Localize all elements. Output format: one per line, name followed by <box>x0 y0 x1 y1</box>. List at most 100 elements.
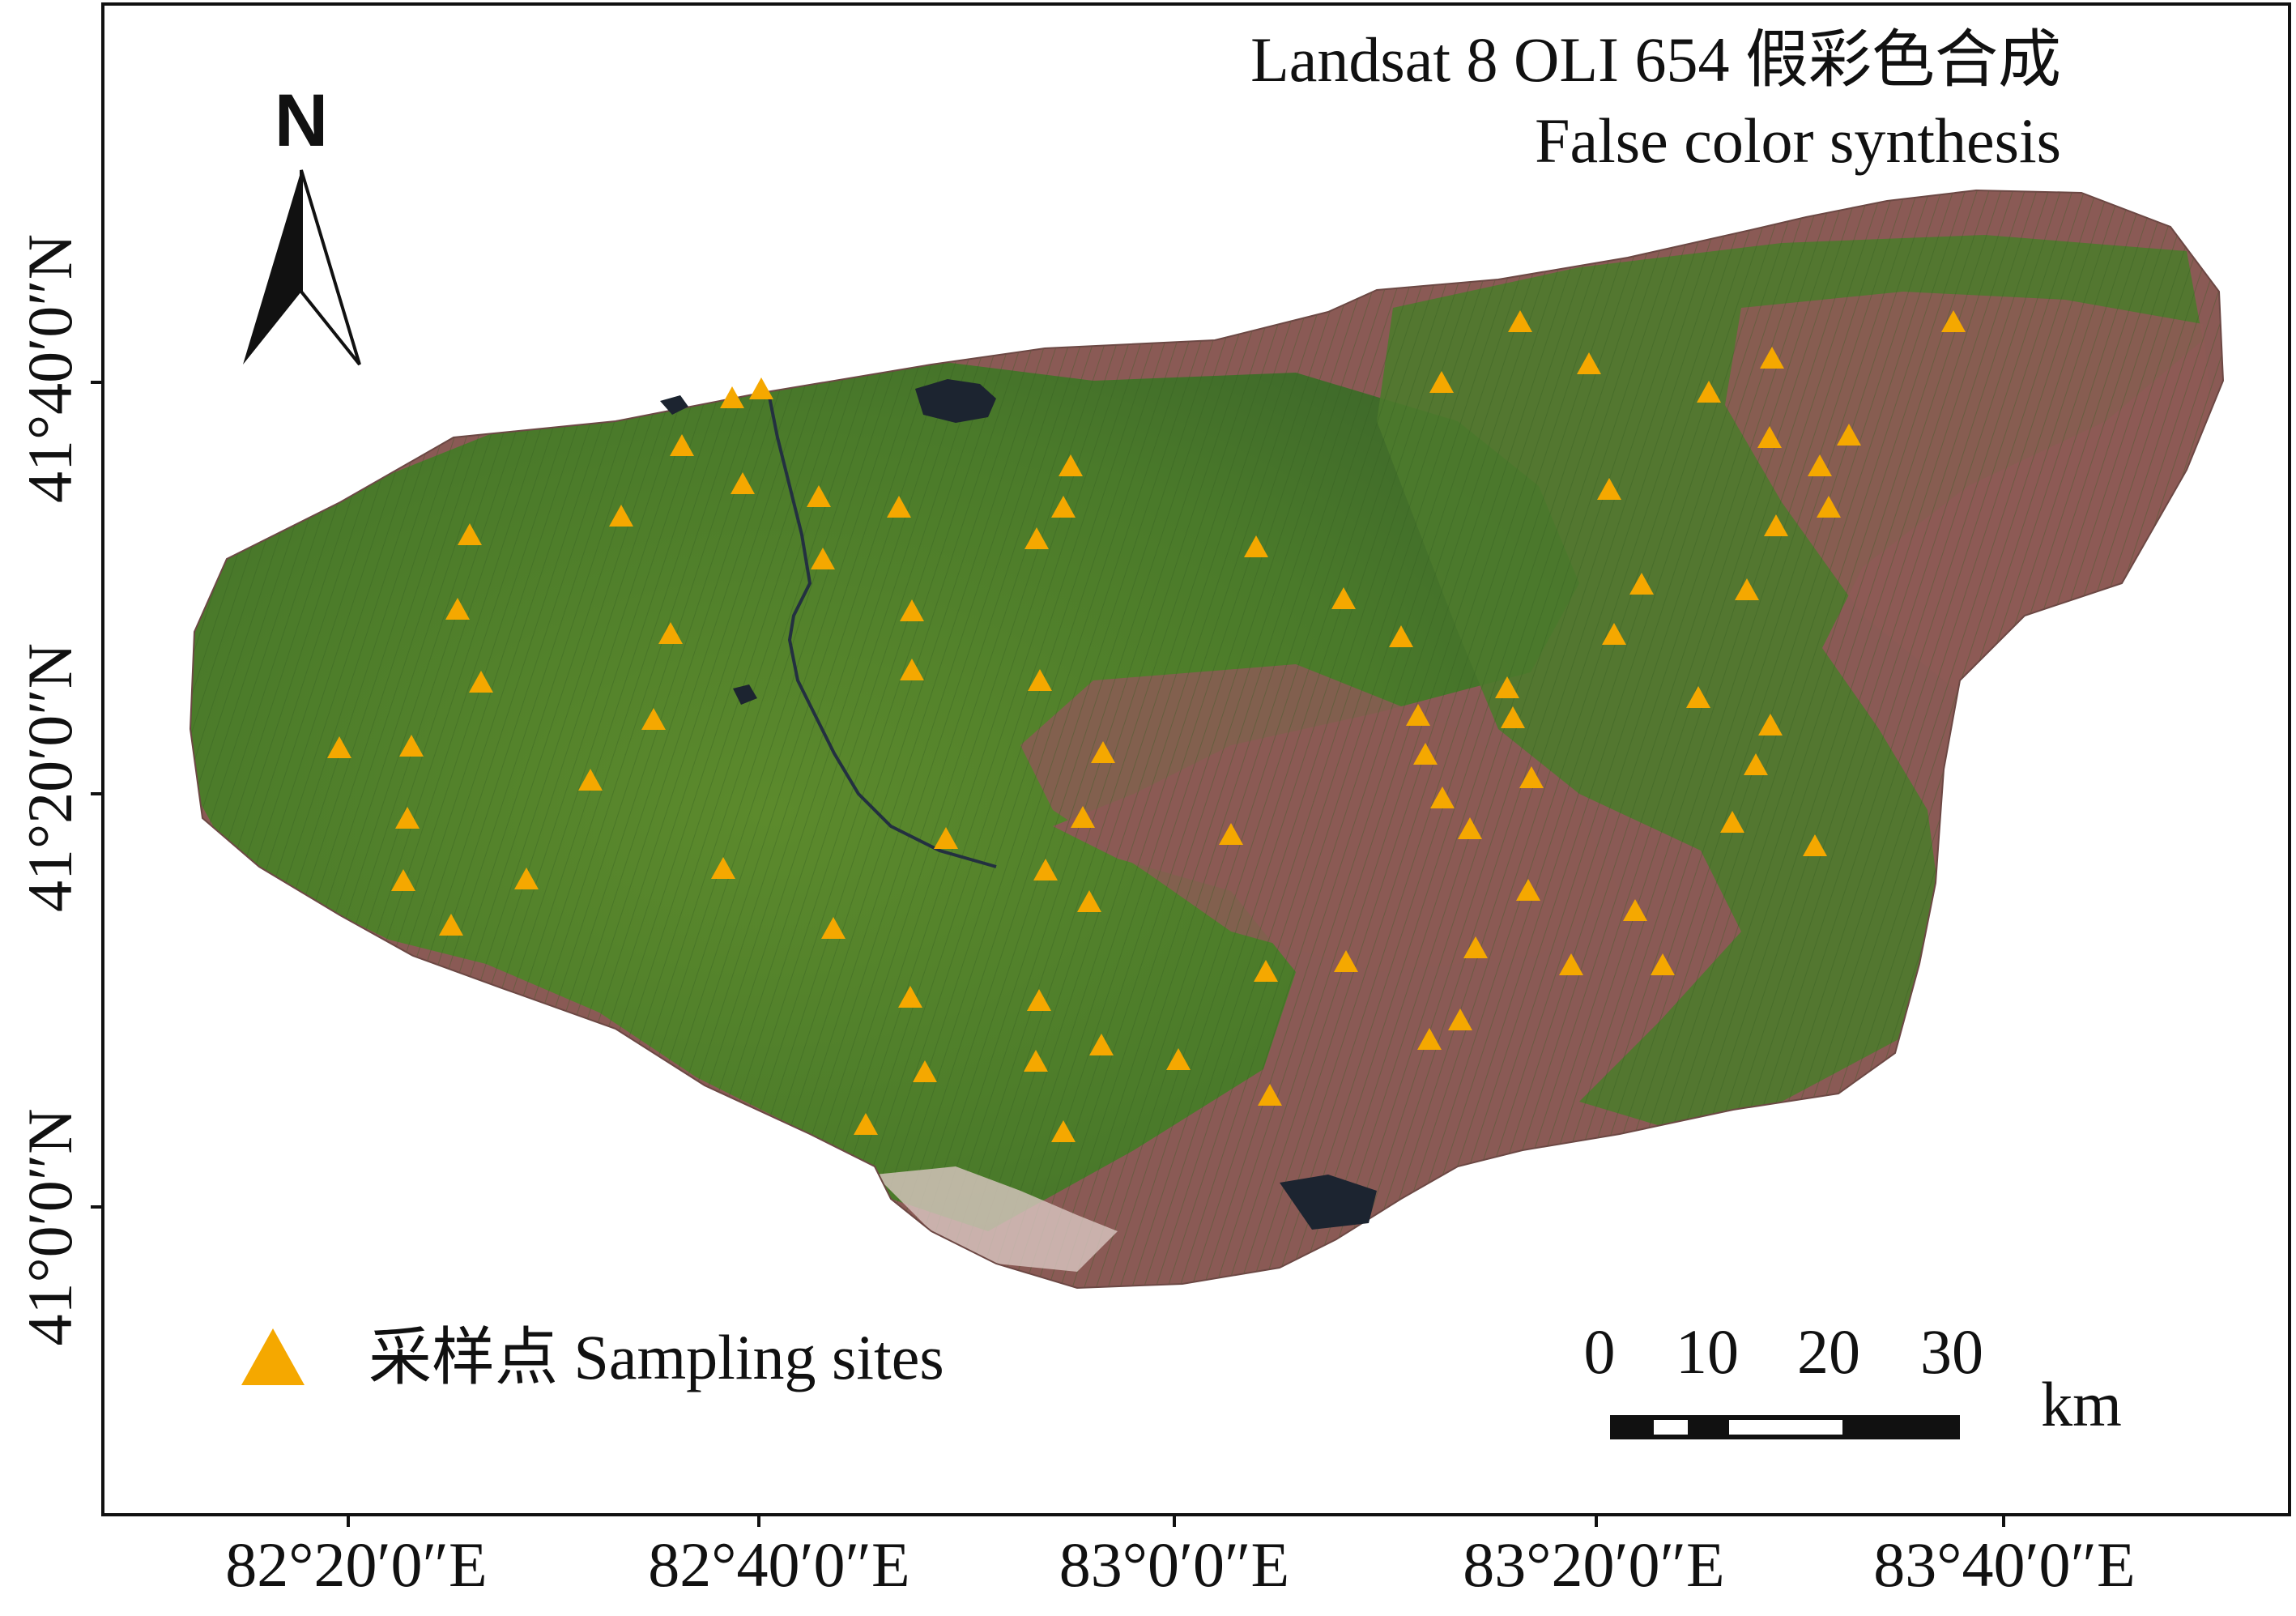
sampling-site-marker <box>1254 960 1278 982</box>
study-area-image <box>190 190 2223 1288</box>
lake-north <box>915 379 996 423</box>
sampling-site-marker <box>1448 1008 1472 1030</box>
sampling-site-marker <box>720 386 744 408</box>
sampling-site-marker <box>807 485 831 507</box>
lon-label-1: 82°20′0″E <box>225 1529 487 1600</box>
sampling-site-marker <box>711 857 735 879</box>
sampling-site-marker <box>749 377 773 399</box>
sampling-site-marker <box>439 914 463 936</box>
sampling-site-marker <box>1413 743 1438 765</box>
sampling-site-marker <box>1071 806 1095 828</box>
sampling-site-marker <box>670 434 694 456</box>
sampling-site-marker <box>514 868 539 889</box>
study-area-outline <box>189 189 2225 1290</box>
sampling-site-marker <box>469 671 493 693</box>
scale-tick-20: 20 <box>1797 1316 1860 1387</box>
map-frame <box>101 2 2291 1516</box>
sampling-site-marker <box>1764 514 1788 536</box>
scale-bar: 0 10 20 30 km <box>1584 1316 2122 1439</box>
sampling-site-marker <box>934 827 958 849</box>
sampling-site-marker <box>658 622 683 644</box>
scale-tick-10: 10 <box>1676 1316 1739 1387</box>
sampling-site-marker <box>1735 578 1759 600</box>
sampling-site-marker <box>1059 454 1083 476</box>
sampling-site-marker <box>900 659 924 680</box>
sampling-site-marker <box>1463 936 1488 958</box>
sampling-site-marker <box>1757 426 1782 448</box>
sampling-site-marker <box>1429 371 1454 393</box>
legend: 采样点 Sampling sites <box>241 1322 944 1392</box>
legend-triangle-icon <box>241 1328 305 1385</box>
cloud-patch <box>875 1166 1118 1272</box>
lon-label-2: 82°40′0″E <box>648 1529 909 1600</box>
sampling-site-marker <box>1559 953 1583 975</box>
scale-tick-30: 30 <box>1920 1316 1983 1387</box>
sampling-site-marker <box>898 986 922 1008</box>
sampling-site-marker <box>1697 381 1721 403</box>
sampling-site-marker <box>1760 347 1784 369</box>
map-title: Landsat 8 OLI 654 假彩色合成 <box>1250 24 2061 95</box>
sampling-site-marker <box>578 769 603 791</box>
sampling-site-marker <box>1024 527 1049 549</box>
sampling-site-marker <box>1808 454 1832 476</box>
sampling-site-marker <box>458 523 482 545</box>
sampling-site-marker <box>1406 704 1430 726</box>
sampling-site-marker <box>1028 669 1052 691</box>
sampling-site-marker <box>1602 623 1626 645</box>
lon-label-4: 83°20′0″E <box>1463 1529 1724 1600</box>
sampling-site-marker <box>821 917 846 939</box>
sampling-site-marker <box>1720 811 1744 833</box>
lake-west <box>733 684 757 705</box>
sampling-site-marker <box>641 708 666 730</box>
lon-label-5: 83°40′0″E <box>1873 1529 2135 1600</box>
sampling-site-marker <box>1837 424 1861 446</box>
sampling-site-marker <box>854 1113 878 1135</box>
north-label: N <box>275 79 328 162</box>
sampling-site-marker <box>1597 478 1621 500</box>
longitude-ticks <box>347 1515 2005 1527</box>
sampling-site-marker <box>1941 310 1966 332</box>
sampling-site-marker <box>811 548 835 569</box>
lon-label-3: 83°0′0″E <box>1059 1529 1289 1600</box>
latitude-ticks <box>91 381 103 1209</box>
lat-label-3: 41°0′0″N <box>15 1108 85 1345</box>
sampling-site-marker <box>1244 535 1268 557</box>
sampling-site-marker <box>1027 989 1051 1011</box>
legend-label: 采样点 Sampling sites <box>368 1322 944 1392</box>
sampling-site-marker <box>1803 834 1827 856</box>
sampling-site-marker <box>399 735 424 757</box>
sampling-site-marker <box>731 472 755 494</box>
sampling-site-marker <box>445 598 470 620</box>
sampling-site-marker <box>391 869 415 891</box>
sampling-site-marker <box>1389 625 1413 647</box>
sampling-site-marker <box>900 599 924 621</box>
longitude-labels: 82°20′0″E 82°40′0″E 83°0′0″E 83°20′0″E 8… <box>225 1529 2135 1600</box>
lake-small-northwest <box>660 395 688 415</box>
lat-label-2: 41°20′0″N <box>15 643 85 912</box>
sampling-site-marker <box>327 736 351 758</box>
sampling-site-marker <box>1623 899 1647 921</box>
sampling-site-marker <box>1744 753 1768 775</box>
sampling-site-marker <box>1430 787 1455 808</box>
scale-unit: km <box>2041 1369 2122 1439</box>
sampling-site-marker <box>1219 823 1243 845</box>
sampling-site-marker <box>1501 706 1525 728</box>
sampling-site-marker <box>1077 890 1101 912</box>
lake-south <box>1280 1175 1377 1230</box>
sampling-site-marker <box>1089 1034 1114 1055</box>
north-arrow: N <box>243 79 361 366</box>
river <box>768 396 997 868</box>
sampling-site-marker <box>1519 766 1544 788</box>
sampling-site-marker <box>1516 879 1540 901</box>
sampling-site-marker <box>1577 352 1601 374</box>
sampling-site-marker <box>1758 714 1783 736</box>
sampling-site-marker <box>1629 573 1654 595</box>
sampling-site-marker <box>1258 1084 1282 1106</box>
sampling-site-marker <box>1051 1120 1076 1142</box>
sampling-site-marker <box>395 807 420 829</box>
sampling-sites <box>327 310 1966 1142</box>
sampling-site-marker <box>1024 1050 1048 1072</box>
sampling-site-marker <box>1334 950 1358 972</box>
sampling-site-marker <box>913 1060 937 1082</box>
